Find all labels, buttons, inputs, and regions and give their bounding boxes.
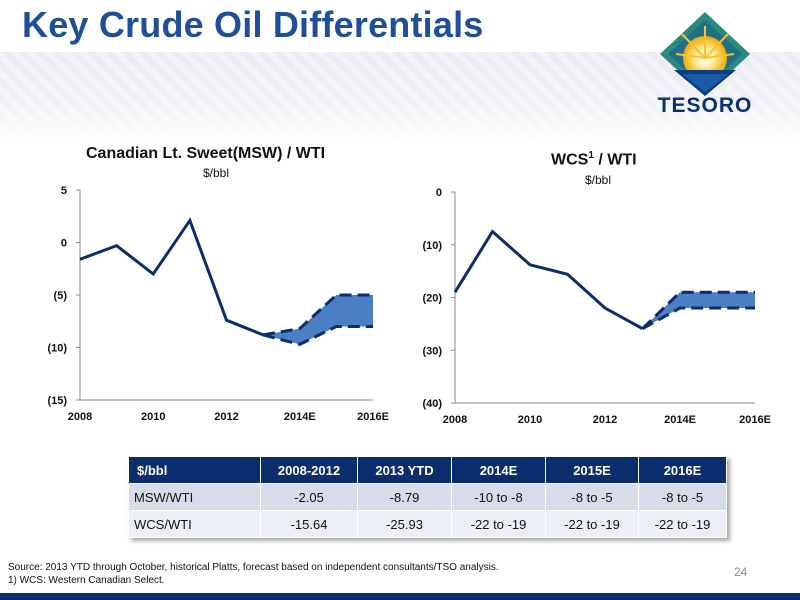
chart2-subtitle: $/bbl bbox=[585, 173, 612, 187]
table-row: WCS/WTI -15.64 -25.93 -22 to -19 -22 to … bbox=[128, 510, 727, 538]
chart1-subtitle: $/bbl bbox=[203, 166, 230, 180]
logo-text: TESORO bbox=[657, 94, 753, 117]
chart1-y-tick-label: (15) bbox=[47, 395, 67, 407]
table-cell: -22 to -19 bbox=[638, 510, 727, 538]
chart2-series-line bbox=[453, 229, 644, 330]
table-header-cell: $/bbl bbox=[128, 456, 261, 484]
chart2-y-tick-label: 0 bbox=[436, 187, 442, 199]
chart2-y-tick-label: (20) bbox=[422, 293, 442, 305]
table-cell: MSW/WTI bbox=[128, 483, 261, 511]
chart1-title: Canadian Lt. Sweet(MSW) / WTI bbox=[86, 145, 326, 162]
table-cell: -15.64 bbox=[260, 510, 358, 538]
table-row: MSW/WTI -2.05 -8.79 -10 to -8 -8 to -5 -… bbox=[128, 483, 727, 511]
table-header-cell: 2015E bbox=[545, 456, 639, 484]
chart1-y-tick-label: (10) bbox=[47, 343, 67, 355]
chart1-forecast-low-line bbox=[262, 325, 373, 346]
table-cell: -8.79 bbox=[357, 483, 452, 511]
chart1-y-tick-label: 0 bbox=[61, 238, 67, 250]
footer-bar bbox=[0, 593, 800, 600]
tesoro-emblem-icon bbox=[660, 12, 750, 96]
chart1-y-tick-label: 5 bbox=[61, 185, 67, 197]
wcs-footnote: 1) WCS: Western Canadian Select. bbox=[8, 575, 165, 586]
table-cell: -10 to -8 bbox=[451, 483, 546, 511]
chart1-x-tick-label: 2012 bbox=[214, 411, 238, 423]
chart2-x-tick-label: 2012 bbox=[593, 414, 617, 426]
table-header-cell: 2008-2012 bbox=[260, 456, 358, 484]
chart2-y-tick-label: (10) bbox=[422, 240, 442, 252]
chart1-forecast-band bbox=[263, 295, 373, 345]
table-cell: -2.05 bbox=[260, 483, 358, 511]
chart2-forecast-low-line bbox=[641, 306, 755, 330]
header-band-fade bbox=[0, 52, 800, 144]
chart2-forecast-high-line bbox=[641, 290, 755, 330]
table-header-cell: 2014E bbox=[451, 456, 546, 484]
chart1-x-tick-label: 2014E bbox=[284, 411, 316, 423]
table-cell: WCS/WTI bbox=[128, 510, 261, 538]
chart1-series-line bbox=[79, 217, 264, 337]
chart1-forecast-high-line bbox=[262, 293, 373, 337]
page-number: 24 bbox=[734, 565, 748, 579]
page-title: Key Crude Oil Differentials bbox=[22, 4, 484, 45]
chart2-x-tick-label: 2008 bbox=[443, 414, 467, 426]
chart1-x-tick-label: 2008 bbox=[68, 411, 92, 423]
table-cell: -8 to -5 bbox=[638, 483, 727, 511]
source-footnote: Source: 2013 YTD through October, histor… bbox=[8, 562, 499, 573]
chart2-x-tick-label: 2010 bbox=[518, 414, 542, 426]
chart2-y-tick-label: (40) bbox=[422, 398, 442, 410]
table-header-row: $/bbl 2008-2012 2013 YTD 2014E 2015E 201… bbox=[128, 456, 727, 484]
chart1-y-tick-label: (5) bbox=[54, 290, 68, 302]
table-cell: -22 to -19 bbox=[545, 510, 639, 538]
chart1-x-tick-label: 2010 bbox=[141, 411, 165, 423]
table-header-cell: 2013 YTD bbox=[357, 456, 452, 484]
table-header-cell: 2016E bbox=[638, 456, 727, 484]
chart2-title: WCS1 / WTI bbox=[551, 150, 637, 169]
tesoro-logo: TESORO bbox=[640, 6, 770, 126]
table-cell: -8 to -5 bbox=[545, 483, 639, 511]
chart1-x-tick-label: 2016E bbox=[357, 411, 389, 423]
chart2-y-tick-label: (30) bbox=[422, 345, 442, 357]
chart2-x-tick-label: 2016E bbox=[739, 414, 771, 426]
table-cell: -22 to -19 bbox=[451, 510, 546, 538]
table-cell: -25.93 bbox=[357, 510, 452, 538]
chart2-forecast-band bbox=[642, 292, 755, 329]
differentials-table: $/bbl 2008-2012 2013 YTD 2014E 2015E 201… bbox=[128, 456, 727, 538]
chart2-x-tick-label: 2014E bbox=[664, 414, 696, 426]
